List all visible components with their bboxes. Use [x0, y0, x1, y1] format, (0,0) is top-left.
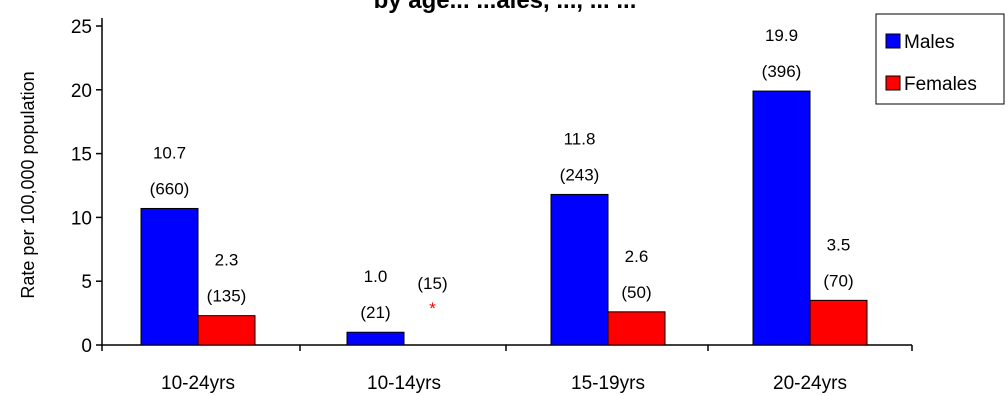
- x-tick-label: 10-14yrs: [367, 373, 441, 394]
- data-label-count: (21): [360, 303, 390, 322]
- legend-label-females: Females: [904, 74, 977, 95]
- y-tick-label: 5: [81, 272, 92, 293]
- data-label-rate: 2.6: [625, 247, 649, 266]
- bar-males-10-14yrs: [346, 331, 405, 346]
- data-labels: 10.7 (660) 1.0 (21) 11.8 (243) 19.9 (396) 2.3 (13…: [150, 26, 854, 322]
- data-label-count: (396): [762, 62, 802, 81]
- y-tick-label: 15: [71, 145, 92, 166]
- data-label-rate: 2.3: [215, 251, 239, 270]
- x-tick-label: 20-24yrs: [773, 373, 847, 394]
- bar-females-20-24yrs: [809, 299, 868, 346]
- legend-swatch-females: [885, 75, 901, 91]
- data-label-count: (50): [621, 283, 651, 302]
- data-label-rate: 11.8: [564, 129, 596, 148]
- data-label-count: (660): [150, 179, 190, 198]
- y-axis-label: Rate per 100,000 population: [18, 71, 38, 298]
- y-axis: 0 5 10 15 20 25: [71, 17, 103, 357]
- y-tick-label: 10: [71, 208, 92, 229]
- x-axis: 10-24yrs 10-14yrs 15-19yrs 20-24yrs: [101, 344, 913, 394]
- bar-females-15-19yrs: [607, 311, 666, 346]
- bars: [140, 90, 868, 346]
- legend-swatch-males: [885, 33, 901, 49]
- y-tick-label: 25: [71, 17, 92, 38]
- bar-males-10-24yrs: [140, 207, 199, 346]
- x-tick-label: 15-19yrs: [571, 373, 645, 394]
- bar-males-20-24yrs: [752, 90, 811, 346]
- data-label-rate: 19.9: [765, 26, 798, 45]
- data-label-count: (135): [207, 287, 247, 306]
- bar-females-10-24yrs: [197, 315, 256, 346]
- footnote-asterisk: *: [429, 299, 436, 318]
- data-label-rate: 1.0: [364, 267, 388, 286]
- y-tick-label: 20: [71, 81, 92, 102]
- data-label-rate: 3.5: [827, 235, 851, 254]
- y-tick-label: 0: [81, 336, 92, 357]
- legend-label-males: Males: [904, 32, 955, 53]
- data-label-rate: 10.7: [153, 143, 186, 162]
- x-tick-label: 10-24yrs: [161, 373, 235, 394]
- data-label-count: (70): [823, 271, 853, 290]
- legend: Males Females: [875, 13, 1005, 105]
- data-label-count: (243): [560, 165, 600, 184]
- chart-title: by age... ...ales, ..., ... ...: [374, 0, 637, 14]
- bar-males-15-19yrs: [550, 193, 609, 346]
- data-label-count: (15): [417, 274, 447, 293]
